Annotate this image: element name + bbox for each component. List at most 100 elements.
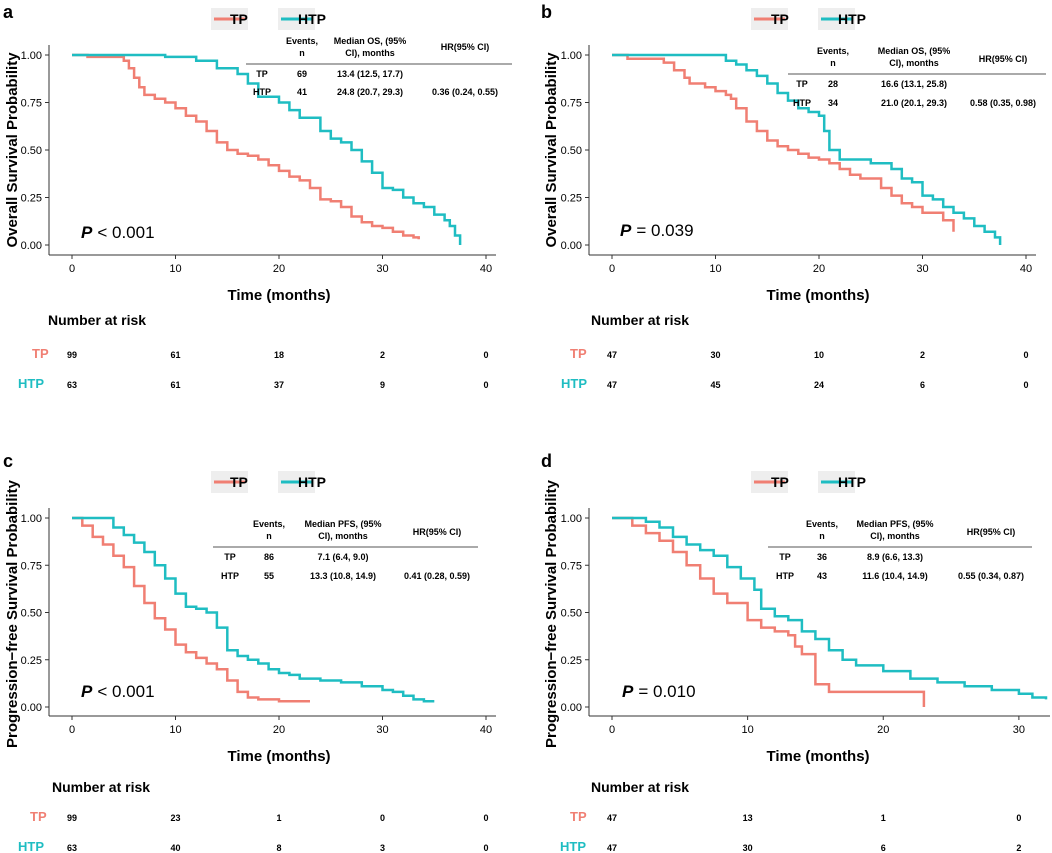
- risk-count-htp: 24: [814, 380, 824, 390]
- table-header-median: Median OS, (95%: [334, 36, 407, 46]
- table-median-htp: 11.6 (10.4, 14.9): [862, 571, 928, 581]
- table-header-median: Median OS, (95%: [878, 46, 951, 56]
- y-axis-title: Overall Survival Probability: [4, 52, 21, 248]
- y-tick-label: 0.00: [21, 240, 42, 252]
- summary-table: Events, n Median OS, (95% CI), months HR…: [246, 36, 512, 97]
- table-events-tp: 86: [264, 552, 274, 562]
- risk-count-htp: 2: [1016, 843, 1021, 853]
- x-tick-label: 30: [376, 263, 388, 275]
- x-tick-label: 10: [742, 724, 754, 736]
- panel-label: b: [541, 2, 552, 22]
- y-tick-label: 0.25: [21, 655, 42, 667]
- table-group-htp: HTP: [793, 98, 811, 108]
- table-header-hr: HR(95% CI): [979, 54, 1028, 64]
- legend: TP HTP: [751, 8, 866, 30]
- risk-count-tp: 0: [1016, 813, 1021, 823]
- y-tick-label: 0.75: [561, 560, 582, 572]
- y-tick-label: 0.50: [561, 145, 582, 157]
- y-tick-label: 0.50: [561, 608, 582, 620]
- x-tick-label: 20: [813, 263, 825, 275]
- risk-count-tp: 10: [814, 350, 824, 360]
- panel-d: d TP HTP Progression−free Survival Proba…: [541, 451, 1050, 853]
- risk-count-htp: 63: [67, 380, 77, 390]
- legend-label-htp: HTP: [298, 11, 326, 27]
- risk-group-htp: HTP: [561, 376, 587, 391]
- risk-count-tp: 47: [607, 813, 617, 823]
- table-median-htp: 21.0 (20.1, 29.3): [881, 98, 947, 108]
- risk-count-tp: 13: [743, 813, 753, 823]
- x-tick-label: 40: [480, 724, 492, 736]
- x-axis-title: Time (months): [227, 287, 330, 304]
- y-tick-label: 1.00: [21, 513, 42, 525]
- y-tick-label: 0.50: [21, 145, 42, 157]
- table-header-events: Events,: [286, 36, 318, 46]
- km-curve-tp: [72, 53, 420, 240]
- y-tick-label: 0.25: [561, 193, 582, 205]
- table-header-hr: HR(95% CI): [967, 527, 1016, 537]
- table-header-events: n: [819, 531, 825, 541]
- legend-label-tp: TP: [230, 11, 248, 27]
- p-value: P < 0.001: [81, 223, 155, 242]
- risk-count-htp: 47: [607, 380, 617, 390]
- risk-table: Number at risk TP HTP 47 13 1 0 47 30 6 2: [560, 779, 1021, 853]
- risk-group-tp: TP: [30, 809, 47, 824]
- y-axis-title: Progression−free Survival Probability: [4, 479, 21, 748]
- risk-count-tp: 99: [67, 350, 77, 360]
- table-events-tp: 69: [297, 69, 307, 79]
- risk-count-tp: 0: [483, 350, 488, 360]
- y-tick-label: 0.25: [21, 193, 42, 205]
- table-group-tp: TP: [779, 552, 791, 562]
- x-tick-label: 10: [169, 724, 181, 736]
- x-tick-label: 20: [273, 724, 285, 736]
- legend: TP HTP: [211, 8, 326, 30]
- risk-group-tp: TP: [570, 346, 587, 361]
- panel-a: a TP HTP Overall Survival Probability Ti…: [3, 2, 512, 391]
- risk-table: Number at risk TP HTP 47 30 10 2 0 47 45 24 6 0: [561, 312, 1029, 391]
- y-tick-label: 1.00: [561, 513, 582, 525]
- x-tick-label: 10: [709, 263, 721, 275]
- risk-count-htp: 8: [276, 843, 281, 853]
- panel-label: a: [3, 2, 14, 22]
- y-tick-label: 0.00: [561, 240, 582, 252]
- y-tick-label: 0.50: [21, 608, 42, 620]
- risk-group-htp: HTP: [18, 839, 44, 853]
- x-tick-label: 40: [480, 263, 492, 275]
- risk-count-htp: 3: [380, 843, 385, 853]
- risk-count-htp: 45: [710, 380, 720, 390]
- risk-count-htp: 37: [274, 380, 284, 390]
- legend-label-htp: HTP: [298, 474, 326, 490]
- summary-table: Events, n Median OS, (95% CI), months HR…: [788, 46, 1046, 108]
- y-axis-title: Progression−free Survival Probability: [543, 479, 560, 748]
- panel-b: b TP HTP Overall Survival Probability Ti…: [541, 2, 1046, 391]
- risk-title: Number at risk: [591, 779, 689, 795]
- y-tick-label: 0.75: [561, 98, 582, 110]
- km-curve-tp: [612, 53, 955, 232]
- table-header-events: n: [266, 531, 272, 541]
- table-median-tp: 13.4 (12.5, 17.7): [337, 69, 403, 79]
- table-group-htp: HTP: [253, 87, 271, 97]
- table-median-htp: 13.3 (10.8, 14.9): [310, 571, 376, 581]
- risk-count-htp: 40: [170, 843, 180, 853]
- x-tick-label: 0: [609, 724, 615, 736]
- risk-group-tp: TP: [570, 809, 587, 824]
- risk-count-tp: 18: [274, 350, 284, 360]
- risk-count-htp: 30: [743, 843, 753, 853]
- km-curve-htp: [72, 516, 435, 703]
- y-tick-label: 0.75: [21, 560, 42, 572]
- x-tick-label: 0: [69, 724, 75, 736]
- summary-table: Events, n Median PFS, (95% CI), months H…: [768, 519, 1032, 581]
- y-tick-label: 1.00: [561, 50, 582, 62]
- risk-count-htp: 9: [380, 380, 385, 390]
- table-group-tp: TP: [256, 69, 268, 79]
- risk-count-htp: 0: [1023, 380, 1028, 390]
- p-value: P < 0.001: [81, 682, 155, 701]
- risk-count-htp: 0: [483, 380, 488, 390]
- table-median-tp: 7.1 (6.4, 9.0): [317, 552, 368, 562]
- legend-label-tp: TP: [771, 11, 789, 27]
- risk-group-htp: HTP: [18, 376, 44, 391]
- risk-count-tp: 0: [1023, 350, 1028, 360]
- risk-count-tp: 99: [67, 813, 77, 823]
- risk-group-htp: HTP: [560, 839, 586, 853]
- risk-count-htp: 0: [483, 843, 488, 853]
- table-header-events: Events,: [253, 519, 285, 529]
